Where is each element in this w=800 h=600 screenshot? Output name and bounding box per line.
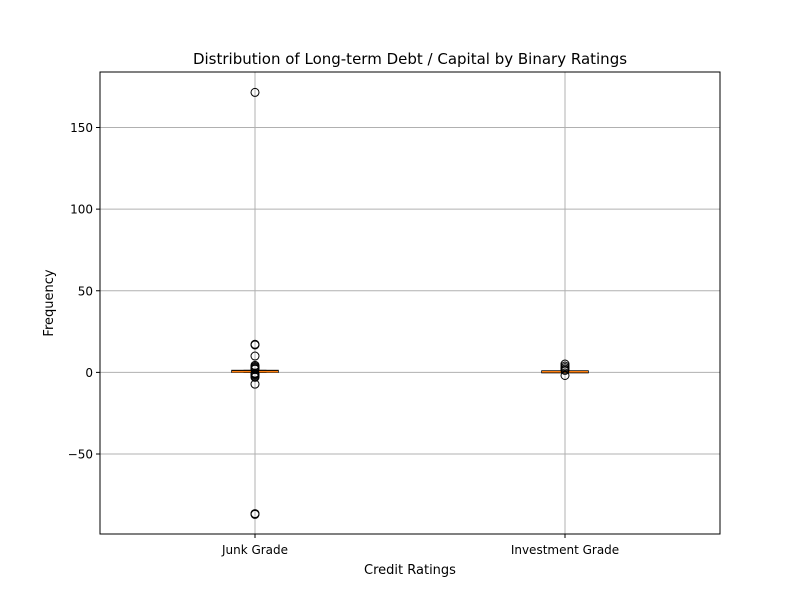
- x-tick-label: Investment Grade: [511, 543, 619, 557]
- outlier-point: [250, 379, 260, 389]
- outlier-point: [250, 372, 260, 382]
- grid-layer: [100, 72, 720, 534]
- plot-frame: [99, 71, 721, 535]
- outlier-point: [250, 87, 260, 97]
- y-tick-label: 50: [78, 284, 93, 298]
- x-tick-label: Junk Grade: [221, 543, 288, 557]
- chart-title: Distribution of Long-term Debt / Capital…: [193, 50, 627, 68]
- box-plot-investment-grade: [541, 359, 589, 380]
- tick-layer: −50 0 50 100 150 Junk Grade Investment Grade: [68, 121, 620, 557]
- y-tick-label: 100: [70, 203, 93, 217]
- y-tick-label: −50: [68, 448, 93, 462]
- outlier-point: [560, 370, 570, 380]
- outlier-point: [250, 351, 260, 361]
- y-tick-label: 0: [85, 366, 93, 380]
- outlier-point: [250, 340, 260, 350]
- outlier-point: [560, 365, 570, 375]
- box-layer: [231, 87, 589, 519]
- y-tick-label: 150: [70, 121, 93, 135]
- outlier-point: [250, 509, 260, 519]
- x-axis-label: Credit Ratings: [364, 563, 456, 578]
- y-axis-label: Frequency: [42, 269, 57, 336]
- box-plot-junk-grade: [231, 87, 279, 519]
